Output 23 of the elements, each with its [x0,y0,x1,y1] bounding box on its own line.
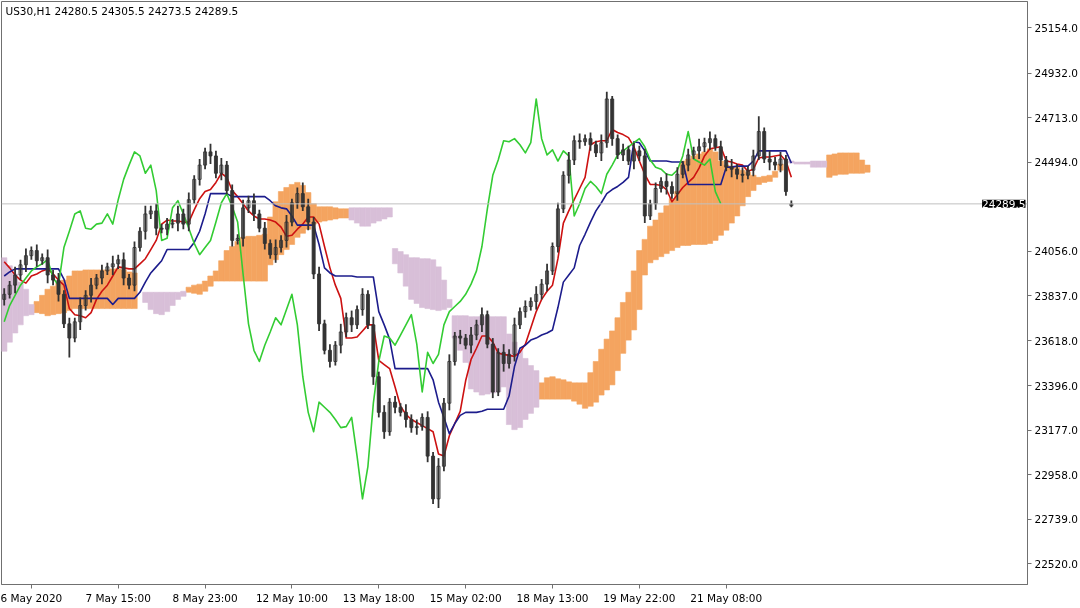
x-tick-label: 21 May 08:00 [690,591,763,604]
y-tick-label: 24713.0 [1034,111,1078,124]
x-tick-label: 12 May 10:00 [255,591,328,604]
y-tick-label: 24932.0 [1034,67,1078,80]
y-tick-label: 24494.0 [1034,156,1078,169]
x-tick-label: 8 May 23:00 [172,591,238,604]
x-tick-label: 7 May 15:00 [85,591,151,604]
y-tick-label: 23618.0 [1034,334,1078,347]
chart-title: US30,H1 24280.5 24305.5 24273.5 24289.5 [5,4,239,17]
y-tick-label: 25154.0 [1034,21,1078,34]
y-tick-label: 22520.0 [1034,557,1078,570]
y-tick-label: 22739.0 [1034,513,1078,526]
y-tick-label: 24056.0 [1034,245,1078,258]
ref-line-label: 24289.5 [982,197,1026,210]
x-tick-label: 13 May 18:00 [342,591,415,604]
x-tick-label: 18 May 13:00 [516,591,589,604]
x-tick-label: 19 May 22:00 [603,591,676,604]
y-tick-label: 22958.0 [1034,468,1078,481]
y-tick-label: 23837.0 [1034,289,1078,302]
y-tick-label: 23177.0 [1034,424,1078,437]
y-tick-label: 23396.0 [1034,379,1078,392]
x-tick-label: 15 May 02:00 [429,591,502,604]
x-tick-label: 6 May 2020 [0,591,63,604]
